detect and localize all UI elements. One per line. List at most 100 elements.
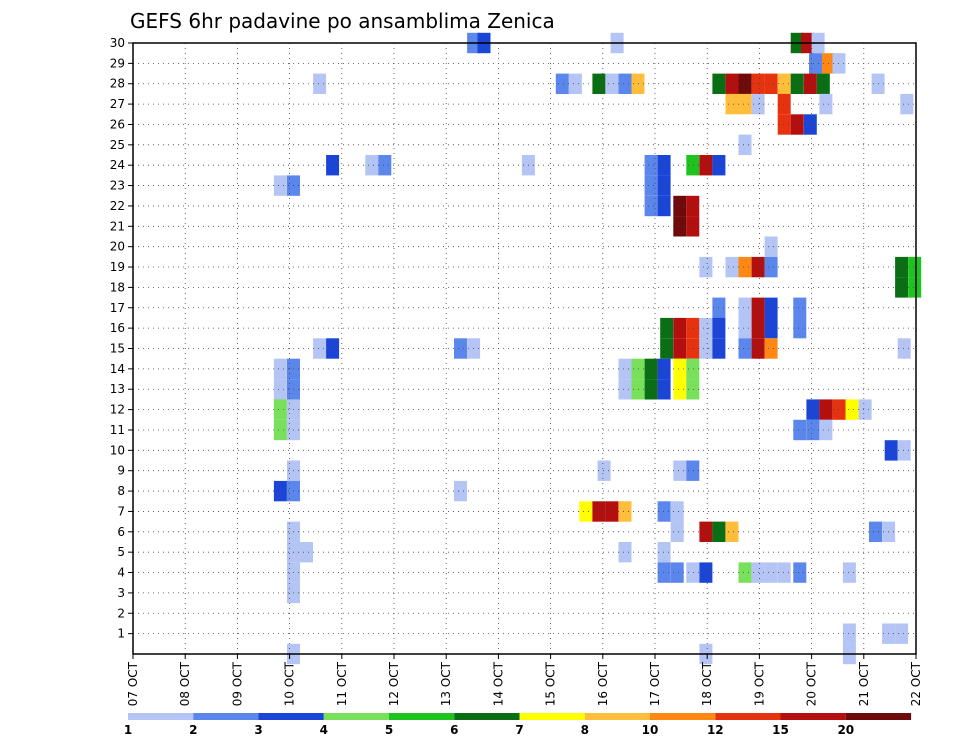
heatmap-cell	[657, 379, 671, 400]
legend-swatch	[845, 713, 912, 720]
heatmap-cell	[764, 297, 778, 318]
y-tick-label: 25	[110, 138, 125, 152]
heatmap-cell	[673, 317, 687, 339]
heatmap-cell	[897, 338, 911, 359]
heatmap-cell	[273, 358, 287, 380]
heatmap-cells	[273, 32, 922, 665]
heatmap-cell	[738, 297, 752, 318]
y-tick-label: 16	[110, 321, 125, 335]
x-tick-label: 18 OCT	[700, 661, 714, 706]
legend-label: 5	[385, 723, 393, 737]
legend-label: 20	[837, 723, 854, 737]
heatmap-cell	[819, 399, 833, 420]
legend-swatch	[128, 713, 194, 720]
x-tick-label: 08 OCT	[178, 661, 192, 706]
heatmap-cell	[273, 399, 287, 420]
y-tick-label: 27	[110, 97, 125, 111]
heatmap-cell	[699, 562, 713, 583]
heatmap-cell	[686, 155, 700, 176]
y-tick-label: 4	[117, 566, 125, 580]
heatmap-cell	[673, 358, 687, 380]
heatmap-cell	[657, 195, 671, 217]
legend-swatch	[193, 713, 259, 720]
heatmap-cell	[454, 338, 467, 359]
heatmap-cell	[657, 542, 671, 563]
heatmap-cell	[300, 542, 313, 563]
legend-label: 7	[515, 723, 523, 737]
heatmap-cell	[686, 216, 700, 237]
heatmap-cell	[897, 440, 911, 461]
heatmap-cell	[884, 440, 898, 461]
y-tick-label: 15	[110, 342, 125, 356]
heatmap-cell	[313, 338, 327, 359]
legend-swatch	[389, 713, 455, 720]
x-tick-label: 10 OCT	[283, 661, 297, 706]
heatmap-cell	[699, 317, 713, 339]
x-tick-label: 13 OCT	[439, 661, 453, 706]
y-tick-label: 9	[117, 464, 125, 478]
chart-title: GEFS 6hr padavine po ansamblima Zenica	[130, 9, 555, 33]
heatmap-cell	[670, 521, 684, 542]
heatmap-cell	[869, 521, 882, 542]
heatmap-cell	[777, 562, 791, 583]
heatmap-cell	[699, 338, 713, 359]
heatmap-cell	[764, 317, 778, 339]
y-tick-label: 2	[117, 606, 125, 620]
heatmap-cell	[895, 256, 909, 278]
legend-swatch	[454, 713, 520, 720]
heatmap-cell	[764, 256, 778, 278]
legend-label: 12	[707, 723, 724, 737]
y-tick-label: 6	[117, 525, 125, 539]
y-tick-label: 18	[110, 280, 125, 294]
legend-swatch	[519, 713, 585, 720]
y-tick-label: 29	[110, 56, 125, 70]
heatmap-cell	[326, 338, 340, 359]
legend-label: 3	[254, 723, 262, 737]
y-tick-label: 13	[110, 382, 125, 396]
legend-swatch	[584, 713, 651, 720]
heatmap-cell	[806, 419, 820, 441]
heatmap-cell	[858, 399, 872, 420]
legend-swatch	[258, 713, 324, 720]
heatmap-cell	[842, 623, 856, 644]
heatmap-cell	[803, 73, 817, 94]
gridlines	[133, 43, 916, 654]
legend-label: 2	[189, 723, 197, 737]
heatmap-cell	[764, 236, 778, 257]
heatmap-cell	[738, 134, 752, 155]
y-tick-label: 3	[117, 586, 125, 600]
heatmap-cell	[725, 521, 739, 542]
y-tick-label: 10	[110, 443, 125, 457]
heatmap-cell	[686, 317, 700, 339]
x-tick-label: 07 OCT	[126, 661, 140, 706]
heatmap-cell	[790, 114, 804, 135]
heatmap-cell	[618, 501, 632, 522]
heatmap-cell	[895, 623, 909, 644]
heatmap-cell	[686, 379, 700, 400]
heatmap-cell	[699, 521, 713, 542]
heatmap-cell	[738, 562, 752, 583]
heatmap-cell	[686, 338, 700, 359]
heatmap-cell	[738, 73, 752, 94]
y-tick-label: 30	[110, 36, 125, 50]
heatmap-cell	[895, 277, 909, 298]
heatmap-cell	[673, 195, 687, 217]
heatmap-cell	[699, 155, 713, 176]
heatmap-cell	[657, 155, 671, 176]
y-tick-label: 14	[110, 362, 125, 376]
heatmap-cell	[670, 501, 684, 522]
heatmap-cell	[579, 501, 593, 522]
heatmap-cell	[819, 419, 833, 441]
y-tick-label: 12	[110, 403, 125, 417]
heatmap-cell	[273, 419, 287, 441]
heatmap-cell	[644, 379, 658, 400]
y-tick-label: 1	[117, 627, 125, 641]
heatmap-cell	[806, 399, 820, 420]
legend-swatch	[780, 713, 846, 720]
y-tick-label: 24	[110, 158, 125, 172]
heatmap-cell	[793, 317, 807, 339]
heatmap-cell	[777, 93, 791, 115]
heatmap-cell	[605, 501, 619, 522]
heatmap-cell	[555, 73, 569, 94]
heatmap-cell	[644, 358, 658, 380]
